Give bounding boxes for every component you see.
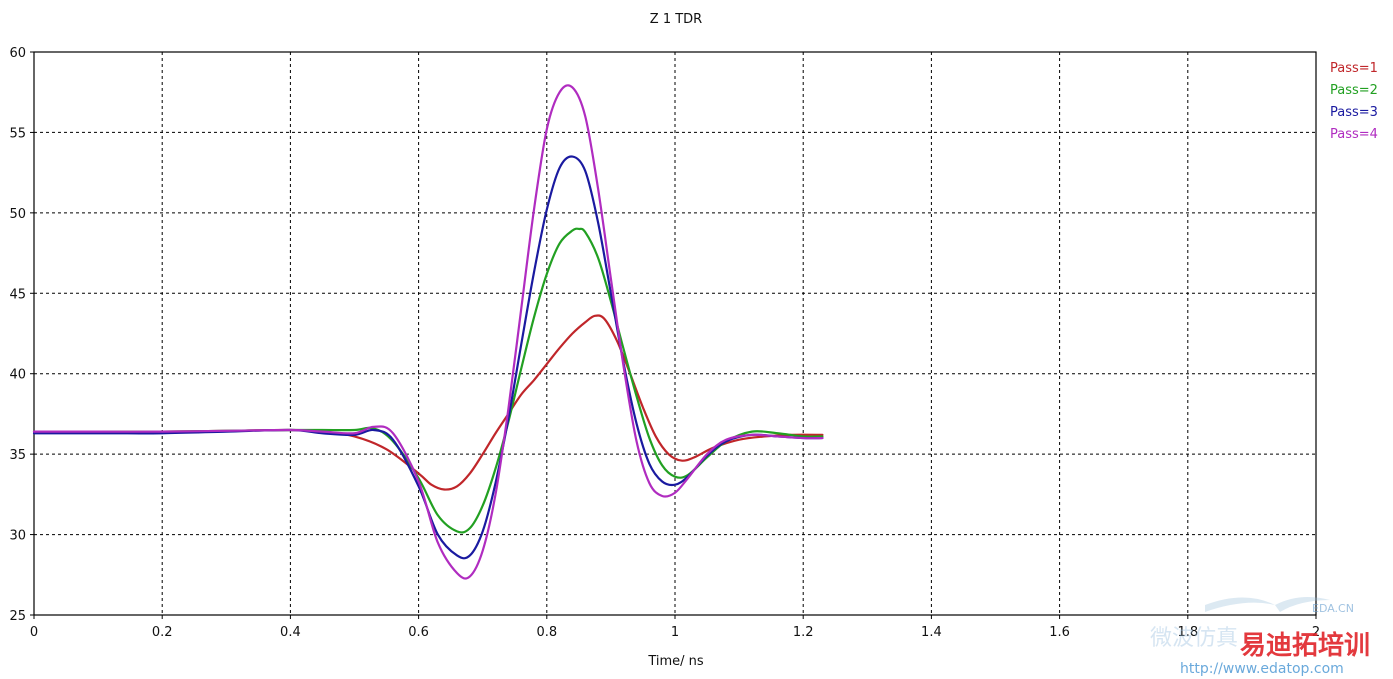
x-axis-ticks: 0 0.2 0.4 0.6 0.8 1 1.2 1.4 1.6 1.8 2: [30, 615, 1320, 640]
watermark-brand: 易迪拓培训: [1240, 631, 1370, 661]
x-tick-label: 0.6: [408, 625, 429, 640]
y-tick-label: 60: [9, 46, 26, 61]
legend-item: Pass=1: [1330, 61, 1378, 76]
x-tick-label: 1.6: [1049, 625, 1070, 640]
watermark: EDA.CN 微波仿真 易迪拓培训 http://www.edatop.com: [1150, 596, 1370, 677]
watermark-bird-icon: [1205, 596, 1330, 612]
x-tick-label: 2: [1312, 625, 1320, 640]
grid-lines: [34, 52, 1316, 615]
x-tick-label: 1: [671, 625, 679, 640]
x-tick-label: 0: [30, 625, 38, 640]
y-tick-label: 45: [9, 287, 26, 302]
watermark-url: http://www.edatop.com: [1180, 661, 1344, 677]
x-tick-label: 1.2: [793, 625, 814, 640]
y-tick-label: 25: [9, 609, 26, 624]
x-axis-label: Time/ ns: [647, 654, 704, 669]
legend: Pass=1 Pass=2 Pass=3 Pass=4: [1330, 61, 1378, 142]
legend-item: Pass=2: [1330, 83, 1378, 98]
series-line-pass-1: [32, 314, 824, 491]
watermark-faint-text: 微波仿真: [1150, 626, 1238, 651]
x-tick-label: 0.2: [152, 625, 173, 640]
x-tick-label: 1.4: [921, 625, 942, 640]
chart-title: Z 1 TDR: [650, 12, 702, 27]
legend-item: Pass=4: [1330, 127, 1378, 142]
series-line-pass-4: [32, 84, 824, 580]
y-tick-label: 55: [9, 126, 26, 141]
y-axis-ticks: 25 30 35 40 45 50 55 60: [9, 46, 34, 624]
x-tick-label: 1.8: [1177, 625, 1198, 640]
y-tick-label: 40: [9, 368, 26, 383]
x-tick-label: 0.4: [280, 625, 301, 640]
series-lines: [32, 84, 824, 580]
y-tick-label: 30: [9, 529, 26, 544]
series-line-pass-2: [32, 227, 824, 534]
x-tick-label: 0.8: [536, 625, 557, 640]
y-tick-label: 50: [9, 207, 26, 222]
y-tick-label: 35: [9, 448, 26, 463]
watermark-small-logo: EDA.CN: [1312, 602, 1354, 615]
legend-item: Pass=3: [1330, 105, 1378, 120]
